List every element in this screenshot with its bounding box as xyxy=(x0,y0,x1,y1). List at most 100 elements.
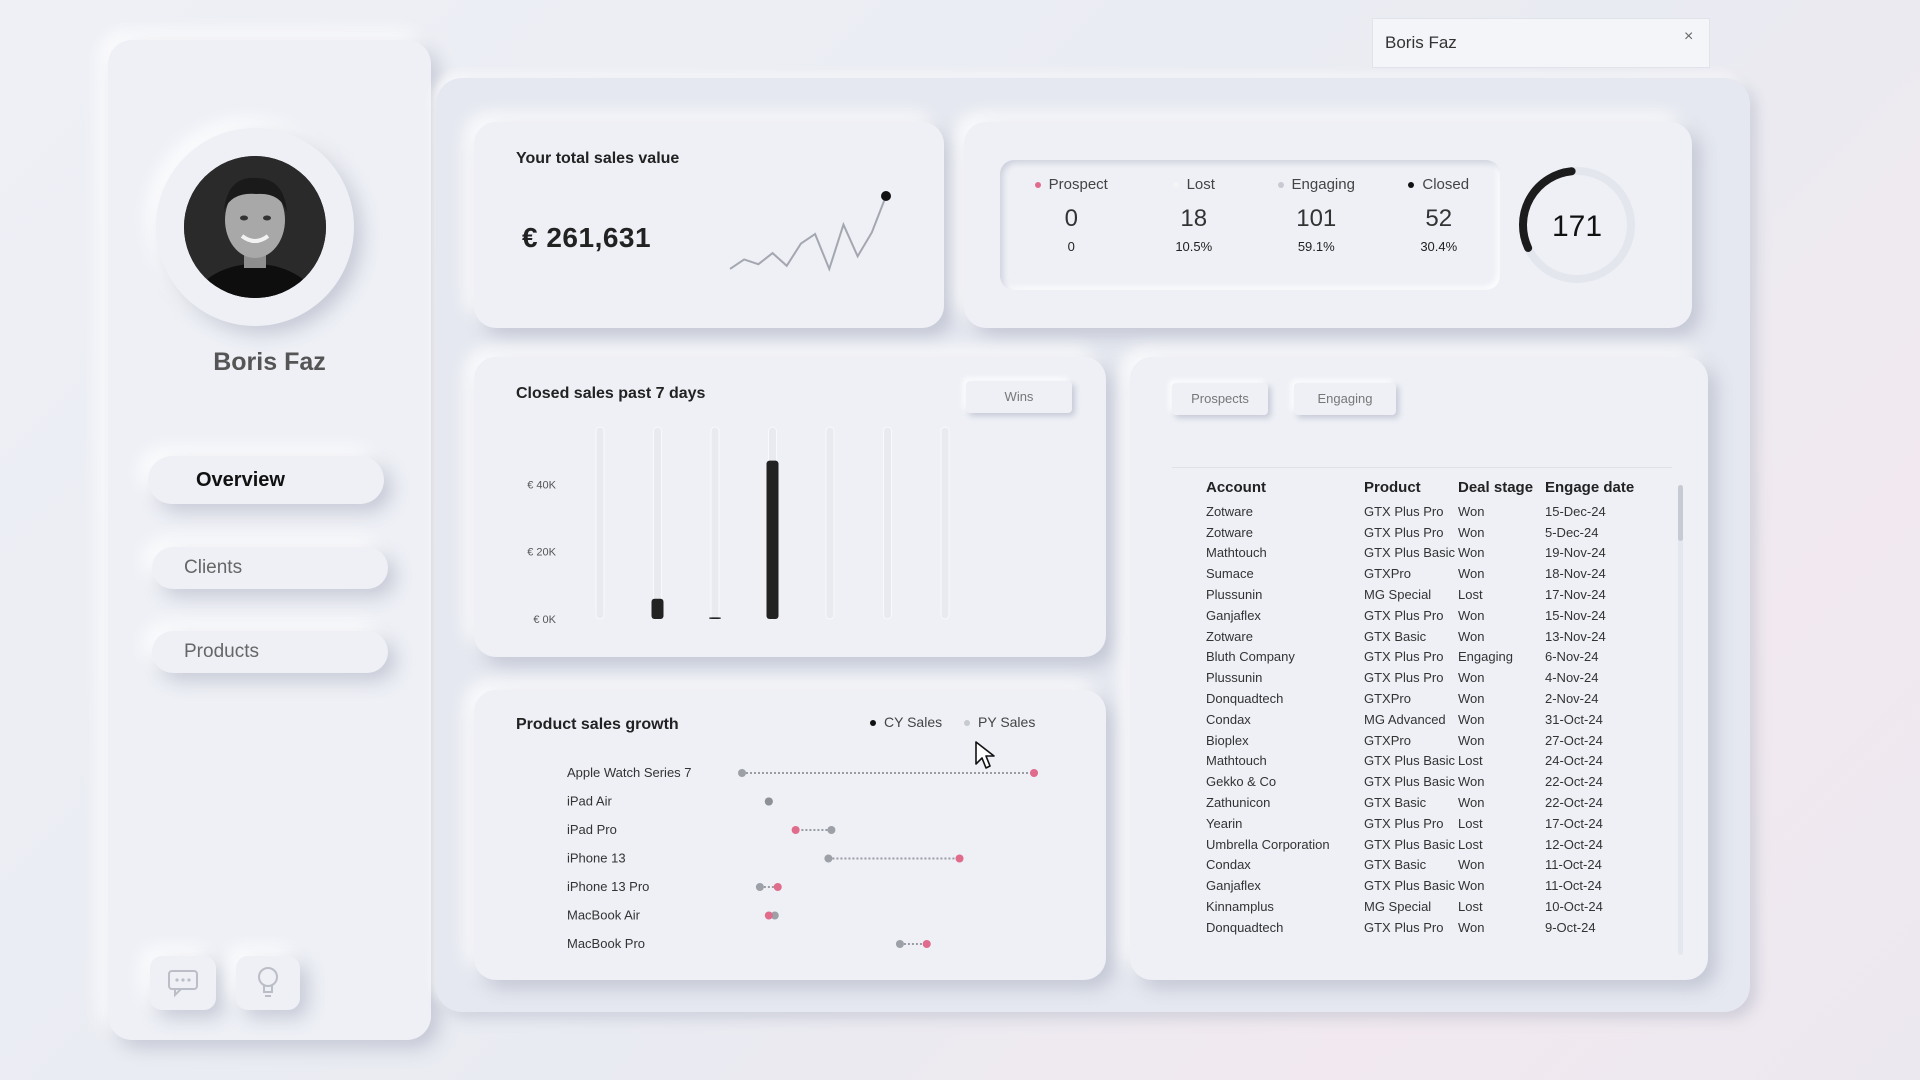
deals-table: Account Product Deal stage Engage date Z… xyxy=(1206,473,1655,938)
table-row[interactable]: Yearin GTX Plus Pro Lost 17-Oct-24 xyxy=(1206,813,1655,834)
table-scrollbar[interactable] xyxy=(1678,485,1683,955)
chat-button[interactable] xyxy=(150,956,216,1010)
stage-prospect: Prospect 0 0 xyxy=(1010,176,1133,276)
table-row[interactable]: Plussunin MG Special Lost 17-Nov-24 xyxy=(1206,584,1655,605)
legend-cy-label: CY Sales xyxy=(884,714,943,730)
cell-deal-stage: Won xyxy=(1458,607,1485,623)
total-deals-value: 171 xyxy=(1552,210,1602,243)
col-product[interactable]: Product xyxy=(1364,478,1421,496)
table-row[interactable]: Donquadtech GTX Plus Pro Won 9-Oct-24 xyxy=(1206,917,1655,938)
bar-track xyxy=(595,426,605,620)
cell-product: GTX Plus Pro xyxy=(1364,524,1444,540)
stage-dot xyxy=(1277,182,1284,189)
table-row[interactable]: Zotware GTX Plus Pro Won 15-Dec-24 xyxy=(1206,501,1655,522)
cell-engage-date: 18-Nov-24 xyxy=(1545,566,1606,582)
stage-label: Lost xyxy=(1133,176,1256,193)
bar-track xyxy=(825,426,835,620)
y-tick-label: € 20K xyxy=(527,547,556,559)
nav-overview[interactable]: Overview xyxy=(148,456,384,504)
nav-clients-label: Clients xyxy=(184,557,243,578)
py-sales-dot[interactable] xyxy=(824,854,833,863)
col-engage-date[interactable]: Engage date xyxy=(1545,478,1635,496)
wins-filter-button[interactable]: Wins xyxy=(966,381,1072,413)
deal-stage-card: Prospect 0 0 Lost 18 10.5% Engaging 101 59.1% Clo… xyxy=(964,122,1692,328)
cell-engage-date: 17-Nov-24 xyxy=(1545,587,1606,603)
tab-engaging[interactable]: Engaging xyxy=(1294,383,1396,415)
table-row[interactable]: Ganjaflex GTX Plus Pro Won 15-Nov-24 xyxy=(1206,605,1655,626)
cy-sales-dot[interactable] xyxy=(955,854,964,863)
cell-account: Mathtouch xyxy=(1206,753,1267,769)
cy-sales-dot[interactable] xyxy=(773,883,782,891)
table-row[interactable]: Ganjaflex GTX Plus Basic Won 11-Oct-24 xyxy=(1206,875,1655,896)
bar-value[interactable] xyxy=(651,598,664,619)
stage-label: Prospect xyxy=(1010,176,1133,193)
table-row[interactable]: Zathunicon GTX Basic Won 22-Oct-24 xyxy=(1206,792,1655,813)
table-row[interactable]: Bluth Company GTX Plus Pro Engaging 6-Nov-2… xyxy=(1206,647,1655,668)
table-row[interactable]: Gekko & Co GTX Plus Basic Won 22-Oct-24 xyxy=(1206,771,1655,792)
cell-deal-stage: Won xyxy=(1458,857,1485,873)
stage-count: 18 xyxy=(1180,205,1208,232)
idea-button[interactable] xyxy=(236,956,300,1010)
cell-engage-date: 10-Oct-24 xyxy=(1545,899,1603,915)
product-label: iPad Pro xyxy=(567,822,617,837)
table-row[interactable]: Zotware GTX Basic Won 13-Nov-24 xyxy=(1206,626,1655,647)
stage-percent: 10.5% xyxy=(1175,239,1213,254)
cell-engage-date: 6-Nov-24 xyxy=(1545,649,1599,665)
cy-sales-dot[interactable] xyxy=(922,940,931,948)
product-label: iPad Air xyxy=(567,794,612,809)
y-tick-label: € 40K xyxy=(527,479,556,491)
table-row[interactable]: Sumace GTXPro Won 18-Nov-24 xyxy=(1206,563,1655,584)
deal-stage-summary: Prospect 0 0 Lost 18 10.5% Engaging 101 59.1% Clo… xyxy=(1000,160,1500,290)
close-icon[interactable]: × xyxy=(1684,28,1694,45)
tab-prospects[interactable]: Prospects xyxy=(1172,383,1268,415)
table-row[interactable]: Donquadtech GTXPro Won 2-Nov-24 xyxy=(1206,688,1655,709)
cy-sales-dot[interactable] xyxy=(1030,769,1039,777)
py-sales-dot[interactable] xyxy=(755,883,764,891)
table-row[interactable]: Umbrella Corporation GTX Plus Basic Lost 12… xyxy=(1206,834,1655,855)
gauge-closed-arc xyxy=(1519,167,1576,252)
cell-account: Plussunin xyxy=(1206,670,1263,686)
bar-track xyxy=(883,426,892,620)
cy-sales-dot[interactable] xyxy=(791,826,800,834)
table-row[interactable]: Mathtouch GTX Plus Basic Won 19-Nov-24 xyxy=(1206,543,1655,564)
product-growth-chart: Apple Watch Series 7 iPad Air iPad Pro iPho… xyxy=(567,765,1039,951)
table-row[interactable]: Plussunin GTX Plus Pro Won 4-Nov-24 xyxy=(1206,667,1655,688)
cell-account: Bioplex xyxy=(1206,732,1249,748)
table-row[interactable]: Condax MG Advanced Won 31-Oct-24 xyxy=(1206,709,1655,730)
py-sales-dot[interactable] xyxy=(827,826,836,834)
cell-account: Ganjaflex xyxy=(1206,878,1261,894)
cell-product: MG Special xyxy=(1364,587,1432,603)
avatar[interactable] xyxy=(184,156,326,298)
bar-value[interactable] xyxy=(766,460,779,619)
cy-sales-dot[interactable] xyxy=(764,911,773,920)
stage-dot xyxy=(1408,182,1415,189)
bar-track xyxy=(653,426,662,620)
table-top-divider xyxy=(1172,467,1672,468)
cy-sales-dot[interactable] xyxy=(764,797,773,806)
cell-deal-stage: Lost xyxy=(1458,899,1483,915)
nav-products[interactable]: Products xyxy=(152,631,388,673)
product-growth-card: Product sales growth CY Sales PY Sales A… xyxy=(474,690,1106,980)
py-sales-dot[interactable] xyxy=(895,940,904,948)
stage-dot xyxy=(1034,182,1041,189)
cell-product: GTX Plus Basic xyxy=(1364,774,1456,790)
table-row[interactable]: Kinnamplus MG Special Lost 10-Oct-24 xyxy=(1206,896,1655,917)
col-deal-stage[interactable]: Deal stage xyxy=(1458,478,1534,496)
legend-py-dot xyxy=(964,720,970,727)
py-sales-dot[interactable] xyxy=(770,911,779,920)
cell-product: GTX Plus Pro xyxy=(1364,919,1444,935)
table-row[interactable]: Zotware GTX Plus Pro Won 5-Dec-24 xyxy=(1206,522,1655,543)
cell-account: Sumace xyxy=(1206,566,1254,582)
nav-clients[interactable]: Clients xyxy=(152,547,388,589)
table-row[interactable]: Mathtouch GTX Plus Basic Lost 24-Oct-24 xyxy=(1206,751,1655,772)
py-sales-dot[interactable] xyxy=(738,769,746,777)
col-account[interactable]: Account xyxy=(1206,478,1266,496)
table-row[interactable]: Condax GTX Basic Won 11-Oct-24 xyxy=(1206,855,1655,876)
cell-engage-date: 2-Nov-24 xyxy=(1545,691,1599,707)
cell-product: GTX Plus Pro xyxy=(1364,649,1444,665)
cell-engage-date: 13-Nov-24 xyxy=(1545,628,1606,644)
table-scroll-thumb[interactable] xyxy=(1678,485,1683,541)
cell-engage-date: 24-Oct-24 xyxy=(1545,753,1603,769)
table-row[interactable]: Bioplex GTXPro Won 27-Oct-24 xyxy=(1206,730,1655,751)
bar-value[interactable] xyxy=(709,617,721,619)
